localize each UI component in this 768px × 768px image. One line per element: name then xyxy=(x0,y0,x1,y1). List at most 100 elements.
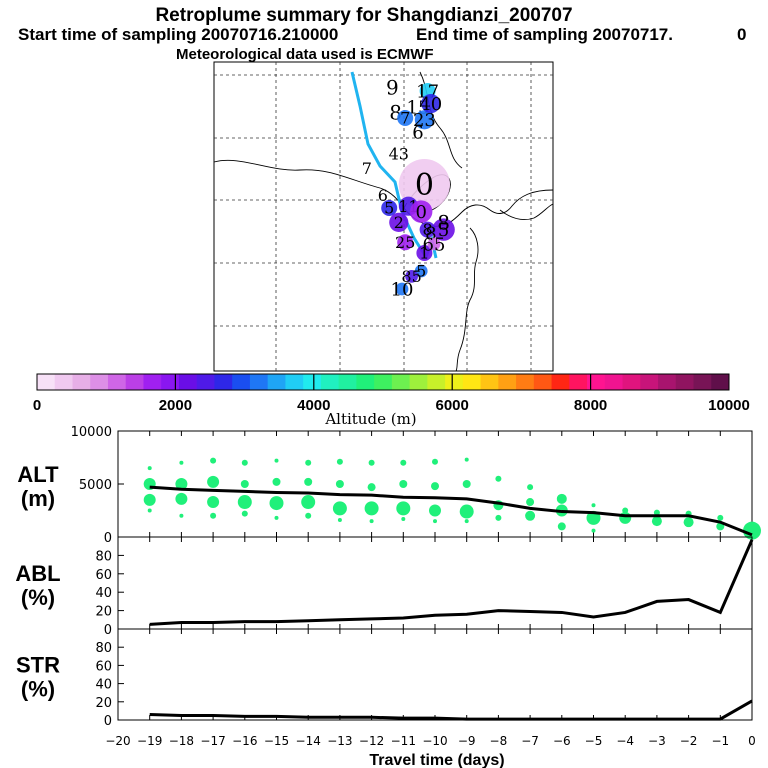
panel-label: STR xyxy=(16,653,60,678)
colorbar-swatch xyxy=(356,374,375,390)
x-tick-label: −13 xyxy=(327,734,352,748)
scatter-point xyxy=(401,516,406,521)
colorbar-swatch xyxy=(214,374,233,390)
colorbar-frame xyxy=(36,373,730,391)
y-tick-label: 60 xyxy=(95,659,112,674)
colorbar-swatch xyxy=(72,374,91,390)
map-grid xyxy=(214,62,553,371)
colorbar-swatch xyxy=(303,374,322,390)
scatter-point xyxy=(396,501,411,516)
scatter-point xyxy=(179,460,184,465)
colorbar-swatch xyxy=(516,374,535,390)
plume-label: 10 xyxy=(391,279,414,300)
colorbar-tick-label: 4000 xyxy=(297,397,330,414)
colorbar-tick-label: 6000 xyxy=(436,397,469,414)
scatter-point xyxy=(364,501,379,516)
x-tick-label: −3 xyxy=(648,734,666,748)
series-line xyxy=(149,539,754,626)
colorbar-swatch xyxy=(232,374,251,390)
colorbar-swatch xyxy=(196,374,215,390)
series-line xyxy=(149,485,753,537)
panel-abl: 80 60 40 20 0 ABL(%) xyxy=(15,536,754,638)
altitude-colorbar: 0 2000 4000 6000 8000 10000 xyxy=(33,373,750,414)
colorbar-swatch xyxy=(427,374,446,390)
scatter-point xyxy=(240,480,249,488)
plume-dot xyxy=(419,221,436,238)
plume-dot xyxy=(397,110,414,126)
scatter-point xyxy=(305,459,312,466)
y-tick-label: 10000 xyxy=(71,425,112,440)
colorbar-tick-label: 2000 xyxy=(159,397,192,414)
colorbar-swatch xyxy=(37,374,56,390)
plume-label: 65 xyxy=(423,234,446,255)
met-data-label: Meteorological data used is ECMWF xyxy=(176,46,434,63)
plume-label: 23 xyxy=(413,110,436,131)
y-tick-label: 0 xyxy=(104,623,112,638)
colorbar-swatch xyxy=(587,374,606,390)
start-time-label: Start time of sampling 20070716.210000 xyxy=(18,25,338,44)
scatter-point xyxy=(464,457,469,462)
x-tick-label: −12 xyxy=(359,734,384,748)
plume-dot xyxy=(405,270,418,283)
y-tick-label: 60 xyxy=(95,568,112,583)
plume-label: 25 xyxy=(395,233,415,252)
scatter-point xyxy=(619,511,632,524)
x-tick-label: 0 xyxy=(748,734,756,748)
scatter-point xyxy=(269,496,284,511)
plume-label: 1 xyxy=(419,244,429,263)
scatter-point xyxy=(622,507,629,514)
plume-label: 6 xyxy=(412,123,423,144)
colorbar-swatch xyxy=(409,374,428,390)
scatter-point xyxy=(459,504,474,519)
plume-dot xyxy=(414,264,428,278)
scatter-point xyxy=(332,501,347,516)
scatter-point xyxy=(399,480,408,488)
scatter-point xyxy=(743,521,761,540)
plume-label: 7 xyxy=(400,109,410,128)
scatter-point xyxy=(400,459,407,466)
scatter-point xyxy=(210,512,217,519)
scatter-point xyxy=(527,484,534,491)
end-time-tail: 0 xyxy=(737,25,746,44)
scatter-point xyxy=(305,512,312,519)
panel-unit: (%) xyxy=(21,677,55,702)
x-tick-label: −7 xyxy=(521,734,539,748)
map-frame xyxy=(213,61,554,372)
colorbar-swatch xyxy=(90,374,109,390)
plume-dot xyxy=(432,218,455,241)
scatter-point xyxy=(717,514,724,521)
panel-alt: 10000 5000 0 ALT(m) xyxy=(17,425,761,546)
scatter-point xyxy=(147,508,152,513)
plume-dot xyxy=(427,237,441,251)
scatter-point xyxy=(207,475,220,488)
colorbar-swatch xyxy=(125,374,144,390)
scatter-point xyxy=(143,493,156,506)
x-tick-label: −8 xyxy=(490,734,508,748)
scatter-point xyxy=(301,495,316,510)
plume-dot xyxy=(395,282,409,296)
plume-dot xyxy=(421,94,441,114)
scatter-point xyxy=(241,510,248,517)
colorbar-swatch xyxy=(462,374,482,390)
plume-label: 85 xyxy=(401,267,421,286)
x-tick-label: −18 xyxy=(169,734,194,748)
y-tick-label: 20 xyxy=(95,605,112,620)
plume-label: 43 xyxy=(389,145,409,164)
plume-label: 9 xyxy=(386,75,399,99)
colorbar-swatch xyxy=(658,374,677,390)
colorbar-swatch xyxy=(480,374,499,390)
colorbar-swatch xyxy=(498,374,517,390)
series-line xyxy=(149,699,753,721)
colorbar-swatch xyxy=(107,374,127,390)
colorbar-swatch xyxy=(178,374,198,390)
panel-unit: (%) xyxy=(21,585,55,610)
colorbar-swatch xyxy=(267,374,286,390)
plume-label: 6 xyxy=(378,186,388,205)
y-tick-label: 5000 xyxy=(79,478,112,493)
scatter-point xyxy=(431,482,439,491)
scatter-point xyxy=(556,493,567,504)
scatter-point xyxy=(272,477,281,486)
colorbar-swatch xyxy=(693,374,712,390)
scatter-point xyxy=(433,519,437,524)
